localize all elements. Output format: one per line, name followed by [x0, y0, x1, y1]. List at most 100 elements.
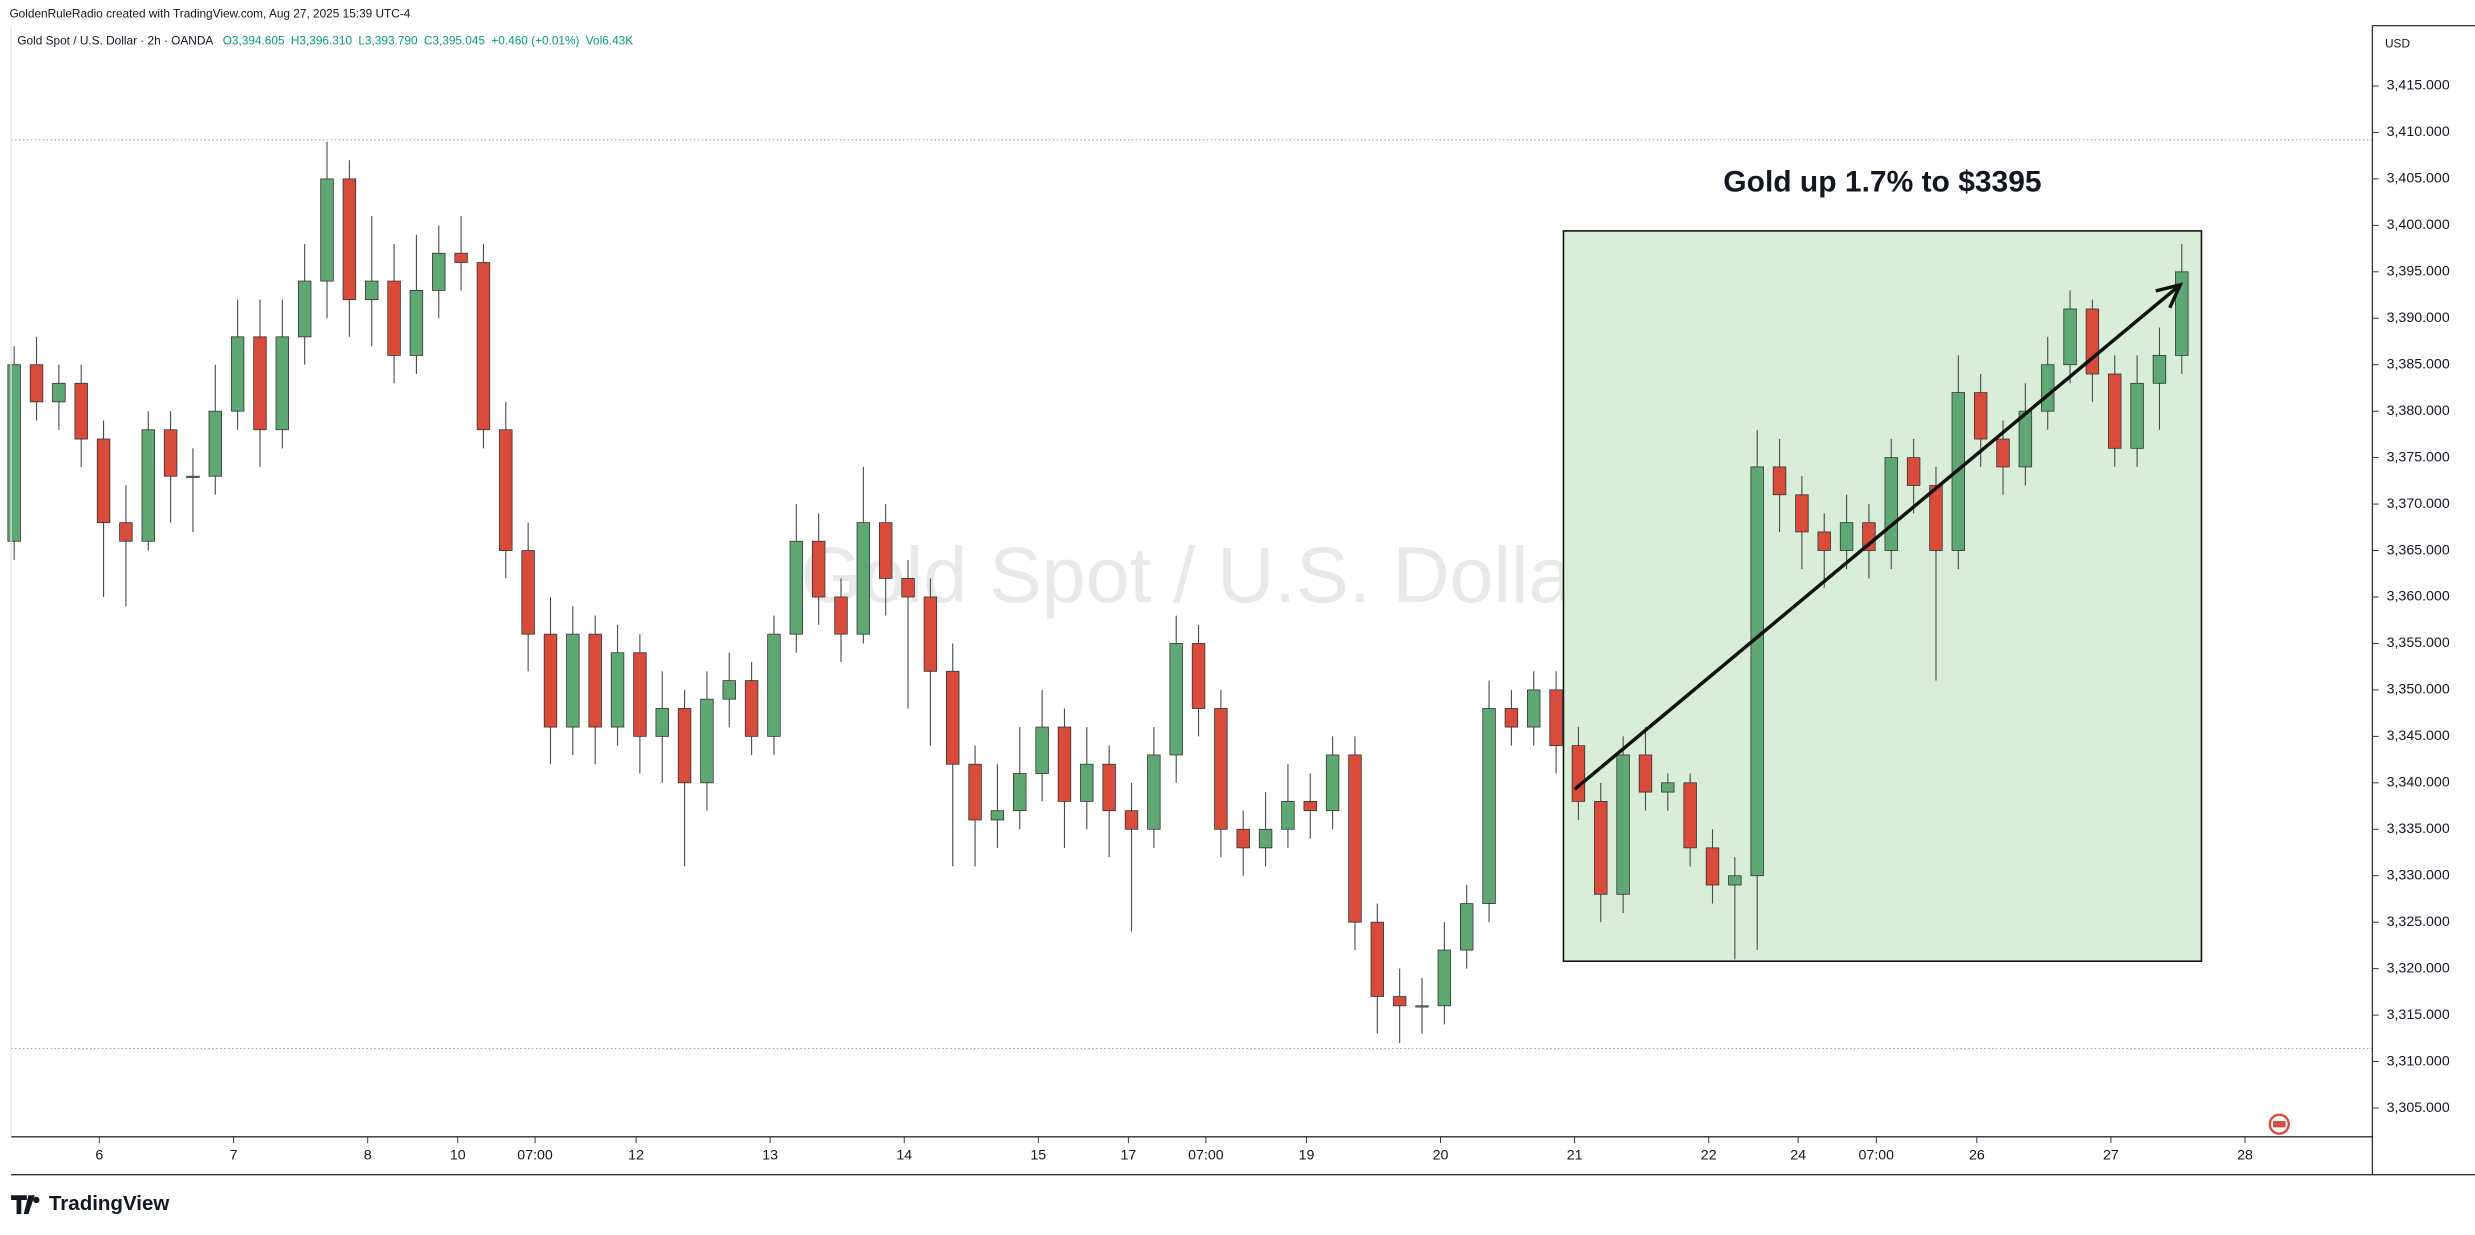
candle-body [1638, 754, 1653, 793]
candle-body [1013, 773, 1027, 812]
y-tick-label: 3,415.000 [2387, 78, 2450, 94]
candle-body [1839, 522, 1854, 551]
y-tick-label: 3,410.000 [2387, 124, 2450, 140]
candle-body [1750, 466, 1764, 877]
x-tick-label: 20 [1433, 1147, 1449, 1163]
candle-body [29, 364, 44, 403]
candle-body [1124, 810, 1139, 830]
candle-body [2108, 373, 2122, 449]
candle-body [1392, 996, 1407, 1007]
candle-body [320, 178, 334, 282]
candle-body [1728, 875, 1742, 886]
x-tick-label: 07:00 [1859, 1147, 1895, 1163]
y-tick-label: 3,360.000 [2387, 589, 2450, 605]
y-tick-label: 3,325.000 [2387, 914, 2450, 930]
candle-body [566, 633, 580, 728]
candle-body [1929, 485, 1943, 551]
candle-body [74, 382, 88, 440]
readout-value: L3,393.790 [358, 33, 418, 47]
candle-body [1437, 949, 1452, 1007]
candle-body [1303, 801, 1317, 812]
candle-body [1147, 754, 1161, 830]
candle-body [610, 652, 625, 728]
ohlc-readout: Gold Spot / U.S. Dollar · 2h · OANDA O3,3… [17, 33, 633, 47]
candle-body [2018, 410, 2033, 468]
candle-body [1571, 745, 1586, 802]
candle-body [1370, 921, 1385, 997]
currency-label: USD [2385, 37, 2410, 51]
candle-body [744, 680, 759, 737]
candle-body [2063, 308, 2077, 366]
candle-body [1772, 466, 1787, 496]
candle-body [1504, 708, 1519, 728]
x-tick-label: 07:00 [1188, 1147, 1224, 1163]
candle-body [1482, 708, 1496, 904]
candle-body [1549, 689, 1563, 747]
trend-arrow [1573, 283, 2182, 791]
candle-body [2175, 271, 2189, 356]
readout-value: O3,394.605 [223, 33, 285, 47]
candle-body [1281, 801, 1295, 830]
candle-body [1236, 828, 1250, 849]
candle-body [543, 633, 558, 728]
grid-layer [11, 85, 2379, 1144]
event-icon-bar [2272, 1121, 2286, 1128]
candle-body [1080, 763, 1094, 802]
x-tick-label: 27 [2103, 1147, 2119, 1163]
candle-body [2130, 382, 2144, 449]
candle-body [499, 429, 513, 551]
candle-body [1102, 763, 1116, 812]
x-tick-label: 22 [1701, 1147, 1717, 1163]
candle-body [1415, 1005, 1429, 1008]
candle-body [968, 763, 982, 821]
candle-body [633, 652, 647, 737]
candle-body [2152, 355, 2167, 384]
x-tick-label: 6 [95, 1147, 103, 1163]
candle-body [96, 438, 111, 524]
candle-body [52, 382, 66, 403]
candle-body [2085, 308, 2100, 375]
highlight-box [1562, 230, 2203, 962]
symbol-label: Gold Spot / U.S. Dollar · 2h · OANDA [17, 33, 213, 47]
candle-body [878, 522, 893, 579]
x-tick-label: 10 [450, 1147, 466, 1163]
y-tick-label: 3,390.000 [2387, 310, 2450, 326]
candle-body [588, 633, 602, 728]
candle-body [163, 429, 178, 477]
candle-body [1817, 531, 1831, 551]
x-tick-label: 14 [896, 1147, 912, 1163]
y-tick-label: 3,380.000 [2387, 403, 2450, 419]
candle-body [1996, 438, 2010, 468]
candle-body [1169, 643, 1183, 756]
y-tick-label: 3,310.000 [2387, 1053, 2450, 1069]
y-tick-label: 3,340.000 [2387, 775, 2450, 791]
candle-body [1906, 457, 1921, 486]
readout-value: +0.460 (+0.01%) [491, 33, 579, 47]
candle-body [342, 178, 357, 301]
readout-value: H3,396.310 [291, 33, 353, 47]
candle-body [387, 280, 401, 356]
watermark: Gold Spot / U.S. Dollar [801, 531, 1599, 619]
y-tick-label: 3,400.000 [2387, 217, 2450, 233]
y-tick-label: 3,330.000 [2387, 867, 2450, 883]
candle-body [2040, 364, 2055, 412]
y-tick-label: 3,315.000 [2387, 1007, 2450, 1023]
readout-value: C3,395.045 [424, 33, 486, 47]
x-tick-label: 7 [230, 1147, 238, 1163]
candle-body [834, 596, 848, 635]
candle-body [1348, 754, 1362, 923]
candle-body [901, 578, 915, 598]
x-tick-label: 8 [364, 1147, 372, 1163]
x-tick-label: 12 [628, 1147, 644, 1163]
candle-body [1258, 828, 1273, 849]
candle-body [946, 670, 960, 765]
x-tick-label: 28 [2237, 1147, 2253, 1163]
candle-body [1973, 392, 1988, 440]
candle-body [7, 364, 21, 542]
candle-body [1594, 801, 1608, 895]
candle-body [767, 633, 781, 737]
candle-body [1325, 754, 1340, 812]
candle-body [275, 336, 290, 431]
